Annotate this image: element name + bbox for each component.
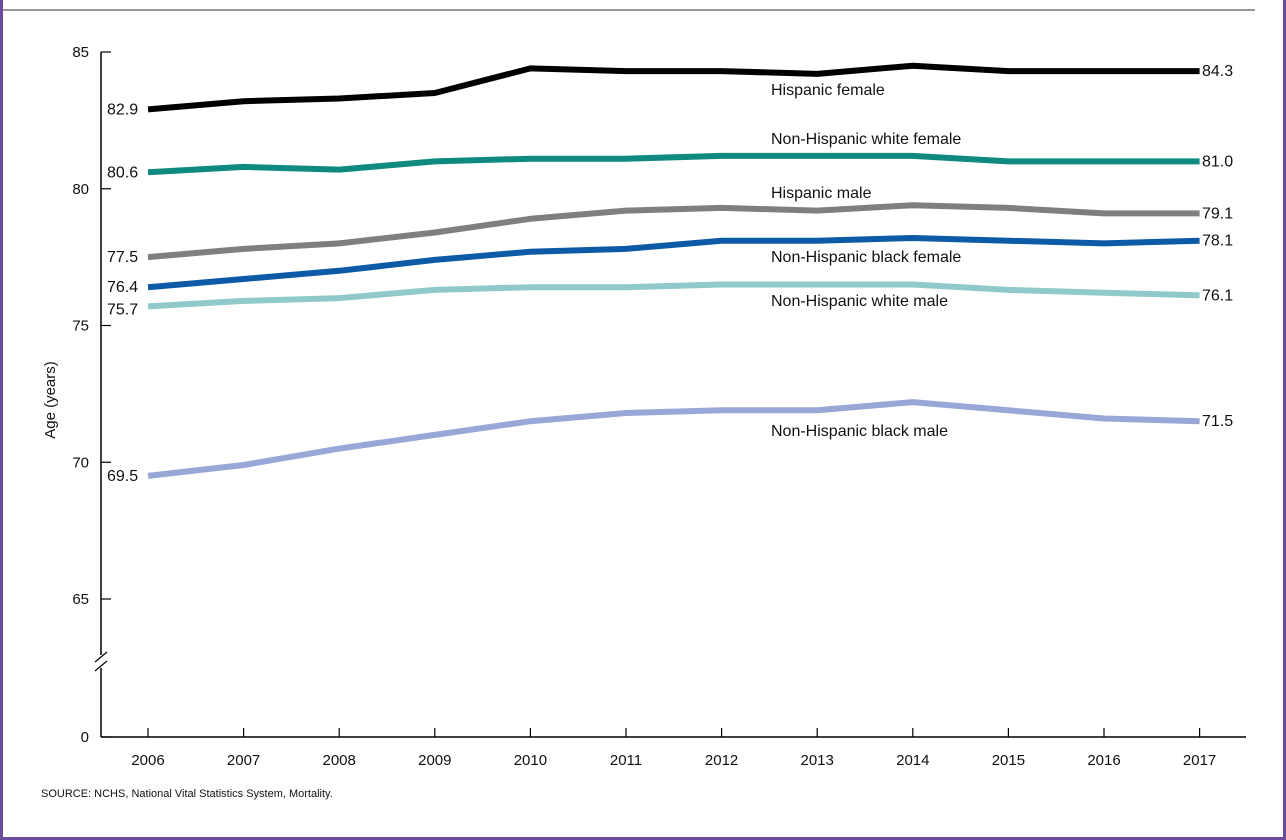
x-tick-label: 2010: [514, 752, 547, 769]
series-end-label: 81.0: [1202, 153, 1233, 170]
x-tick-label: 2013: [801, 752, 834, 769]
series-name-label: Non-Hispanic white male: [771, 293, 948, 310]
series-name-label: Hispanic male: [771, 185, 872, 202]
series-end-label: 79.1: [1202, 205, 1233, 222]
series-line: [147, 281, 1200, 310]
x-tick-label: 2012: [705, 752, 738, 769]
x-tick-label: 2011: [610, 752, 642, 769]
series-name-label: Hispanic female: [771, 82, 885, 99]
y-tick-label: 75: [72, 318, 89, 335]
series-line: [147, 399, 1200, 479]
y-tick-label: 0: [81, 729, 89, 746]
series-start-label: 77.5: [107, 249, 138, 266]
axis-break-mark-2: [94, 660, 108, 672]
y-tick-label: 80: [72, 181, 89, 198]
axis-break-mark-1: [94, 651, 108, 663]
life-expectancy-chart: 0 65 70 75 80 85 2006 2007 2008 2009 2010 2011 2012 2…: [3, 9, 1255, 800]
y-tick-label: 70: [72, 454, 89, 471]
series-end-label: 76.1: [1202, 287, 1233, 304]
axes: 0 65 70 75 80 85 2006 2007 2008 2009 2010 2011 2012 2…: [72, 44, 1246, 769]
x-tick-label: 2007: [227, 752, 260, 769]
series-name-label: Non-Hispanic black male: [771, 423, 948, 440]
chart-labels: 82.9 84.3 Hispanic female 80.6 81.0 Non-Hispa…: [107, 63, 1233, 485]
y-tick-label: 85: [72, 44, 89, 61]
x-tick-label: 2016: [1087, 752, 1120, 769]
series-start-label: 75.7: [107, 301, 138, 318]
series-line: [147, 62, 1200, 113]
x-tick-label: 2017: [1183, 752, 1216, 769]
series-start-label: 80.6: [107, 164, 138, 181]
series-line: [147, 202, 1200, 261]
x-tick-label: 2008: [323, 752, 356, 769]
series-start-label: 82.9: [107, 101, 138, 118]
series-end-label: 84.3: [1202, 63, 1233, 80]
x-tick-label: 2015: [992, 752, 1025, 769]
series-lines: [147, 62, 1200, 479]
series-line: [147, 152, 1200, 176]
y-tick-label: 65: [72, 591, 89, 608]
series-start-label: 76.4: [107, 279, 138, 296]
y-axis-title: Age (years): [42, 361, 59, 439]
series-name-label: Non-Hispanic white female: [771, 131, 961, 148]
source-note: SOURCE: NCHS, National Vital Statistics …: [41, 788, 333, 800]
series-start-label: 69.5: [107, 468, 138, 485]
x-tick-label: 2006: [131, 752, 164, 769]
series-name-label: Non-Hispanic black female: [771, 249, 961, 266]
series-end-label: 71.5: [1202, 413, 1233, 430]
x-tick-label: 2009: [418, 752, 451, 769]
series-end-label: 78.1: [1202, 233, 1233, 250]
series-line: [147, 235, 1200, 291]
x-tick-label: 2014: [896, 752, 929, 769]
